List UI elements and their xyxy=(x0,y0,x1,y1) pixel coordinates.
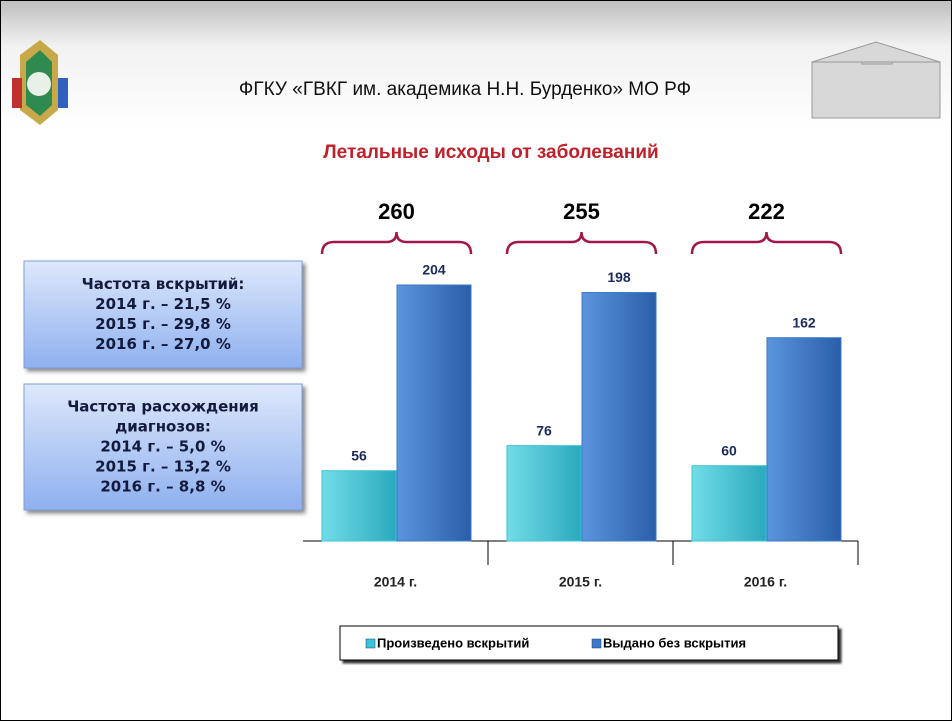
total-label: 255 xyxy=(563,199,600,224)
side-box-line: Частота расхождения xyxy=(67,398,259,416)
legend-label: Произведено вскрытий xyxy=(377,635,529,650)
value-label: 204 xyxy=(422,262,446,278)
value-label: 60 xyxy=(721,442,737,458)
x-tick-label: 2014 г. xyxy=(374,574,417,590)
legend-swatch xyxy=(592,639,601,648)
page: ФГКУ «ГВКГ им. академика Н.Н. Бурденко» … xyxy=(0,0,952,726)
header-title: ФГКУ «ГВКГ им. академика Н.Н. Бурденко» … xyxy=(239,79,691,100)
value-label: 162 xyxy=(792,314,816,330)
side-box: Частота вскрытий: 2014 г. – 21,5 % 2015 г.… xyxy=(24,261,302,368)
side-box-line: 2016 г. – 27,0 % xyxy=(95,335,231,353)
side-box-line: Частота вскрытий: xyxy=(82,275,245,293)
side-box: Частота расхождения диагнозов: 2014 г. – 5… xyxy=(24,384,302,510)
header-band xyxy=(1,1,951,131)
total-label: 260 xyxy=(378,199,415,224)
side-box-line: 2016 г. – 8,8 % xyxy=(100,478,225,496)
x-tick-label: 2016 г. xyxy=(744,574,787,590)
bar xyxy=(507,446,581,541)
value-label: 198 xyxy=(607,269,631,285)
bar xyxy=(397,285,471,541)
bar xyxy=(322,471,396,541)
value-label: 56 xyxy=(351,447,367,463)
total-label: 222 xyxy=(748,199,785,224)
side-box-line: 2015 г. – 29,8 % xyxy=(95,315,231,333)
bar xyxy=(692,466,766,541)
side-box-line: 2015 г. – 13,2 % xyxy=(95,458,231,476)
bar xyxy=(582,293,656,541)
side-box-line: диагнозов: xyxy=(115,418,211,436)
x-tick-label: 2015 г. xyxy=(559,574,602,590)
side-box-line: 2014 г. – 21,5 % xyxy=(95,295,231,313)
slide: ФГКУ «ГВКГ им. академика Н.Н. Бурденко» … xyxy=(0,0,952,721)
bar xyxy=(767,338,841,541)
side-box-line: 2014 г. – 5,0 % xyxy=(100,438,225,456)
chart-title: Летальные исходы от заболеваний xyxy=(323,142,658,163)
legend-label: Выдано без вскрытия xyxy=(603,635,746,650)
value-label: 76 xyxy=(536,422,552,438)
legend-swatch xyxy=(366,639,375,648)
